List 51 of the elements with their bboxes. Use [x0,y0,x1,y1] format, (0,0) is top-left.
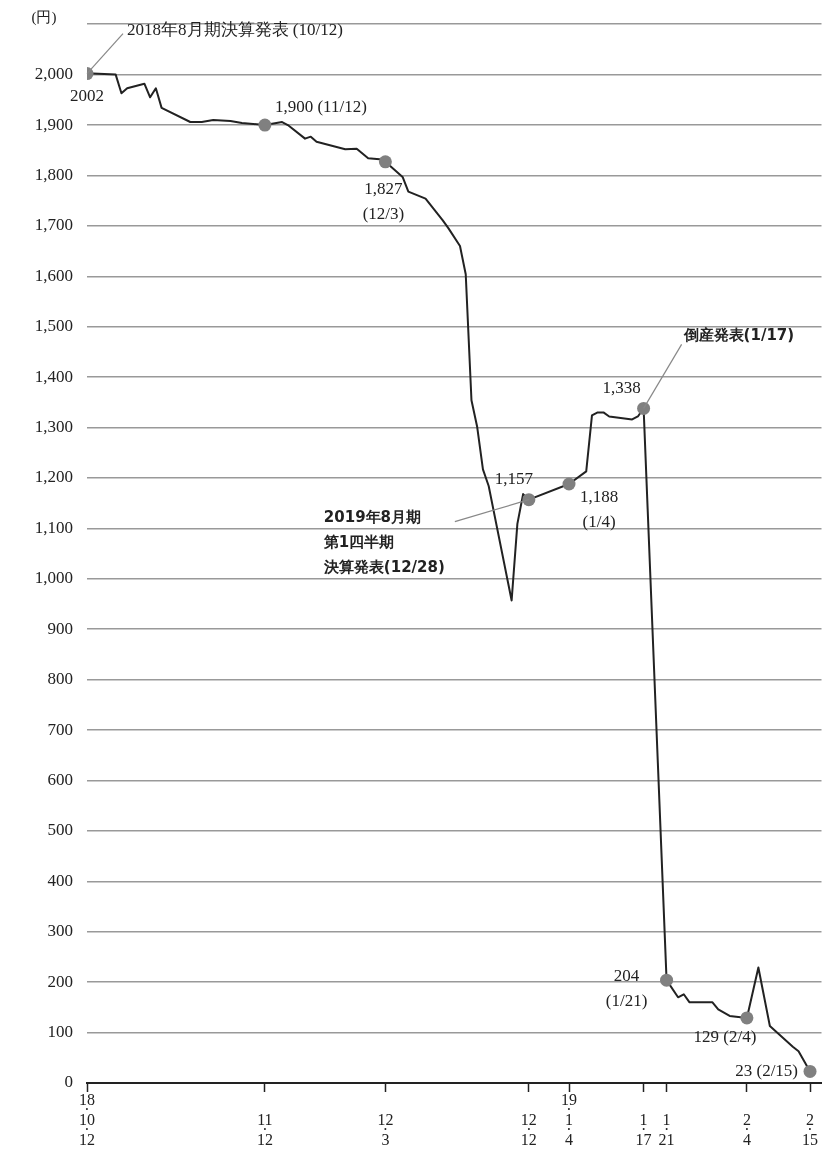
x-tick-label: 12·3 [377,1111,394,1149]
x-tick-label: 1·17 [635,1111,652,1149]
point [258,118,272,132]
point [740,1011,754,1025]
point [803,1064,817,1078]
y-tick-label: 100 [47,1022,73,1042]
y-tick-label: 2,000 [34,64,73,84]
point [378,155,392,169]
y-tick-label: 1,200 [34,467,73,487]
y-tick-label: 1,300 [34,417,73,437]
y-tick-label: 500 [47,820,73,840]
y-tick-label: 1,800 [34,164,73,184]
y-tick-label: 400 [47,870,73,890]
y-tick-label: 800 [47,669,73,689]
point [637,401,651,415]
x-tick-label: 19·1·4 [561,1091,578,1149]
y-tick-label: 1,600 [34,265,73,285]
y-tick-label: 200 [47,971,73,991]
x-tick-label: 12·12 [520,1111,537,1149]
y-axis-title: (円) [31,8,57,26]
y-tick-label: 0 [64,1072,73,1092]
annotation: 2002 [70,86,104,106]
y-tick-label: 1,700 [34,215,73,235]
y-tick-label: 600 [47,769,73,789]
annotation: 1,338 [602,377,641,397]
annotation: 1,827 (12/3) [362,179,405,224]
y-tick-label: 1,100 [34,517,73,537]
x-tick-label: 18·10·12 [79,1091,95,1149]
y-tick-label: 1,000 [34,568,73,588]
annotation: 204 (1/21) [605,965,648,1010]
annotation: 2018年8月期決算発表 (10/12) [127,20,343,40]
y-tick-label: 300 [47,921,73,941]
annotation: 2019年8月期第1四半期決算発表(12/28) [322,507,445,576]
y-tick-label: 1,900 [34,114,73,134]
annotation: 23 (2/15) [735,1060,799,1080]
point [660,973,674,987]
y-tick-label: 1,400 [34,366,73,386]
x-tick-label: 2·4 [742,1111,751,1149]
annotation: 1,157 [494,469,534,489]
y-tick-label: 700 [47,719,73,739]
point [522,493,536,507]
x-tick-label: 2·15 [802,1111,819,1149]
annotation: 1,188 (1/4) [579,487,619,532]
x-tick-label: 11·12 [256,1111,273,1149]
annotation: 129 (2/4) [693,1027,757,1047]
y-tick-label: 900 [47,618,73,638]
annotation: 1,900 (11/12) [274,96,367,116]
x-tick-label: 1·21 [658,1111,675,1149]
y-tick-label: 1,500 [34,316,73,336]
annotation: 倒産発表(1/17) [682,326,795,345]
point [562,477,576,491]
